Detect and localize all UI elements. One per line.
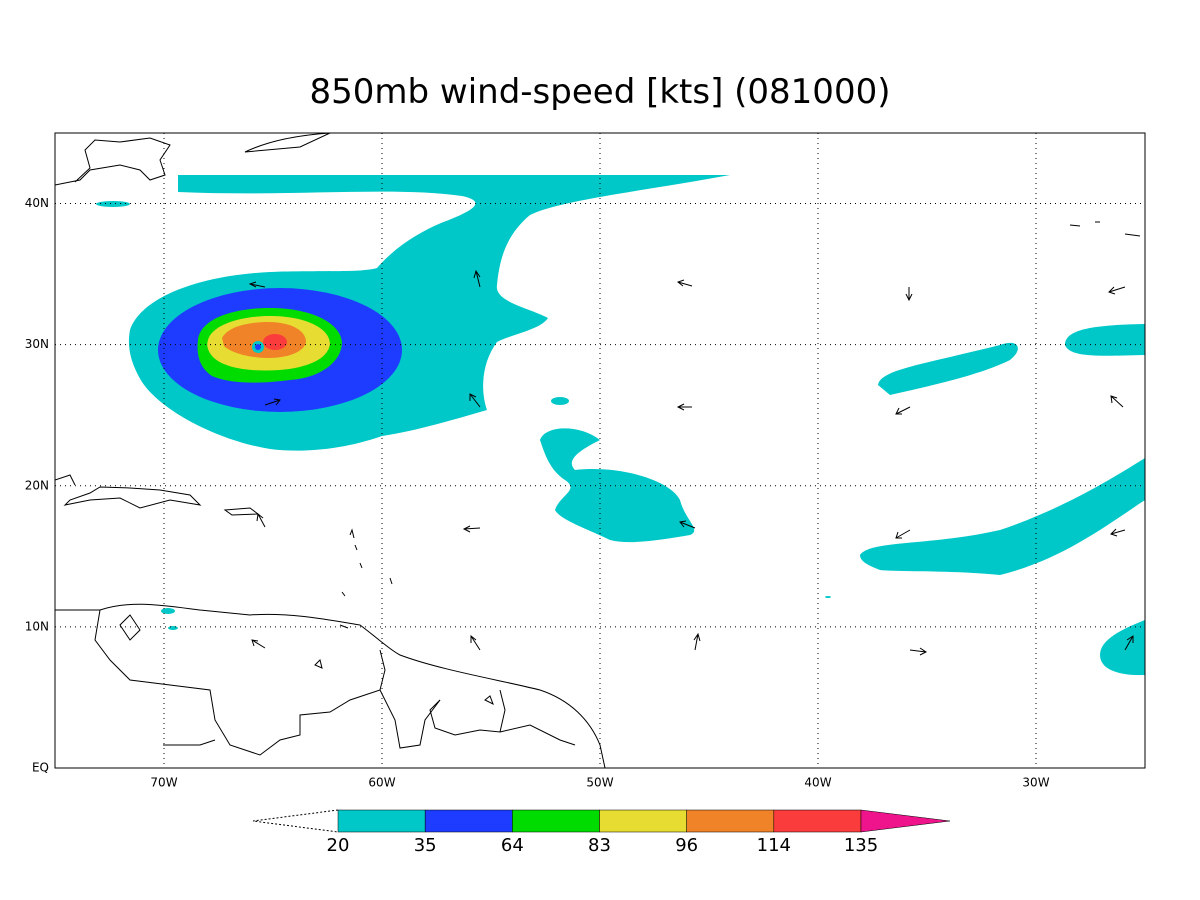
- colorbar-segment: [337, 809, 426, 833]
- colorbar-segment: [512, 809, 600, 833]
- wind-field: [55, 133, 1145, 768]
- x-tick-label: 50W: [586, 776, 613, 790]
- colorbar-over-triangle: [860, 809, 951, 833]
- y-tick-label: 10N: [25, 619, 49, 633]
- colorbar-segment: [599, 809, 687, 833]
- y-tick-label: 30N: [25, 337, 49, 351]
- map-frame: [54, 132, 1146, 769]
- colorbar: 20 35 64 83 96 114 135: [252, 809, 951, 856]
- x-tick-label: 70W: [150, 776, 177, 790]
- axis-labels: 70W 60W 50W 40W 30W EQ 10N 20N 30N 40N: [25, 196, 1050, 789]
- contour-114: [263, 334, 287, 350]
- x-tick-label: 30W: [1022, 776, 1049, 790]
- colorbar-under-triangle: [252, 809, 339, 833]
- x-tick-label: 60W: [368, 776, 395, 790]
- colorbar-label: 64: [501, 835, 524, 856]
- colorbar-segment: [773, 809, 862, 833]
- wind-arrows: [248, 269, 1134, 656]
- x-tick-label: 40W: [804, 776, 831, 790]
- colorbar-segment: [686, 809, 775, 833]
- colorbar-label: 96: [675, 835, 698, 856]
- colorbar-label: 83: [588, 835, 611, 856]
- colorbar-label: 35: [414, 835, 437, 856]
- y-tick-label: EQ: [32, 761, 49, 775]
- storm-eye-core: [255, 344, 261, 350]
- grid: [55, 133, 1145, 769]
- map-title: 850mb wind-speed [kts] (081000): [310, 72, 891, 112]
- colorbar-segment: [424, 809, 513, 833]
- colorbar-label: 114: [757, 835, 791, 856]
- coastlines: [55, 133, 1141, 768]
- colorbar-label: 20: [327, 835, 350, 856]
- y-tick-label: 40N: [25, 196, 49, 210]
- colorbar-label: 135: [844, 835, 878, 856]
- contour-20: [96, 175, 1145, 676]
- y-tick-label: 20N: [25, 478, 49, 492]
